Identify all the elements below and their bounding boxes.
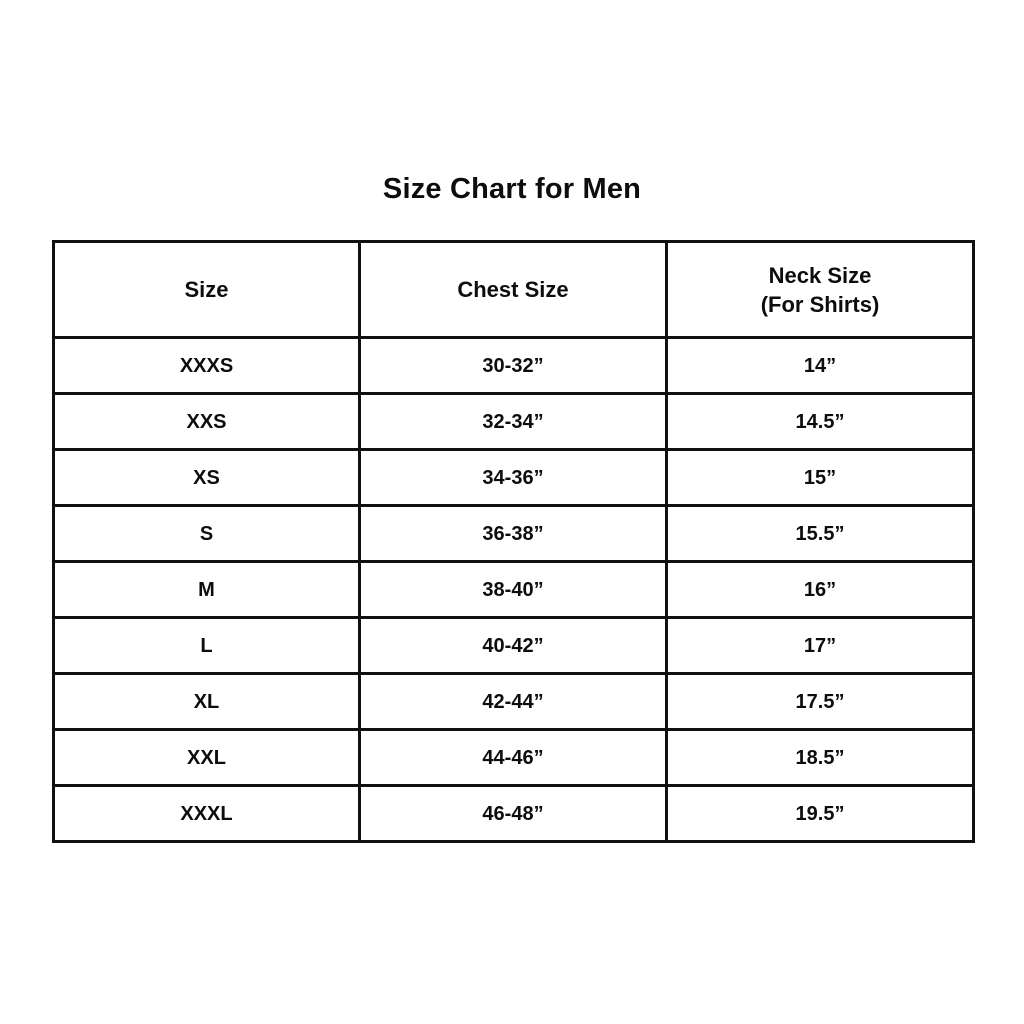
column-header-chest-size: Chest Size [358, 240, 668, 339]
table-row: XL 42-44” 17.5” [52, 672, 975, 731]
cell-neck: 14.5” [665, 392, 975, 451]
cell-size: M [52, 560, 361, 619]
cell-size: S [52, 504, 361, 563]
cell-size: XXXL [52, 784, 361, 843]
cell-size: XXXS [52, 336, 361, 395]
table-row: XXXS 30-32” 14” [52, 336, 975, 395]
cell-neck: 15.5” [665, 504, 975, 563]
table-row: XXS 32-34” 14.5” [52, 392, 975, 451]
column-header-neck-size: Neck Size (For Shirts) [665, 240, 975, 339]
cell-size: XL [52, 672, 361, 731]
table-row: XXL 44-46” 18.5” [52, 728, 975, 787]
cell-size: XS [52, 448, 361, 507]
cell-neck: 17.5” [665, 672, 975, 731]
table-row: L 40-42” 17” [52, 616, 975, 675]
table-row: XS 34-36” 15” [52, 448, 975, 507]
page-title: Size Chart for Men [382, 173, 642, 205]
cell-neck: 14” [665, 336, 975, 395]
table-body: XXXS 30-32” 14” XXS 32-34” 14.5” XS 34-3… [52, 336, 975, 843]
size-chart-table: Size Chest Size Neck Size (For Shirts) X… [52, 240, 975, 843]
column-header-chest-size-label: Chest Size [457, 277, 569, 302]
table-header: Size Chest Size Neck Size (For Shirts) [52, 240, 975, 339]
cell-size: XXS [52, 392, 361, 451]
column-header-neck-size-sublabel: (For Shirts) [760, 291, 880, 317]
column-header-size-label: Size [184, 277, 229, 302]
cell-chest: 38-40” [358, 560, 668, 619]
table-row: XXXL 46-48” 19.5” [52, 784, 975, 843]
cell-chest: 40-42” [358, 616, 668, 675]
cell-size: XXL [52, 728, 361, 787]
cell-neck: 16” [665, 560, 975, 619]
column-header-neck-size-label: Neck Size [768, 262, 872, 288]
cell-chest: 34-36” [358, 448, 668, 507]
cell-chest: 36-38” [358, 504, 668, 563]
cell-size: L [52, 616, 361, 675]
cell-neck: 17” [665, 616, 975, 675]
cell-chest: 32-34” [358, 392, 668, 451]
cell-chest: 44-46” [358, 728, 668, 787]
cell-neck: 19.5” [665, 784, 975, 843]
column-header-size: Size [52, 240, 361, 339]
cell-chest: 46-48” [358, 784, 668, 843]
cell-chest: 30-32” [358, 336, 668, 395]
cell-chest: 42-44” [358, 672, 668, 731]
cell-neck: 15” [665, 448, 975, 507]
table-row: S 36-38” 15.5” [52, 504, 975, 563]
cell-neck: 18.5” [665, 728, 975, 787]
header-row: Size Chest Size Neck Size (For Shirts) [52, 240, 975, 339]
table-row: M 38-40” 16” [52, 560, 975, 619]
